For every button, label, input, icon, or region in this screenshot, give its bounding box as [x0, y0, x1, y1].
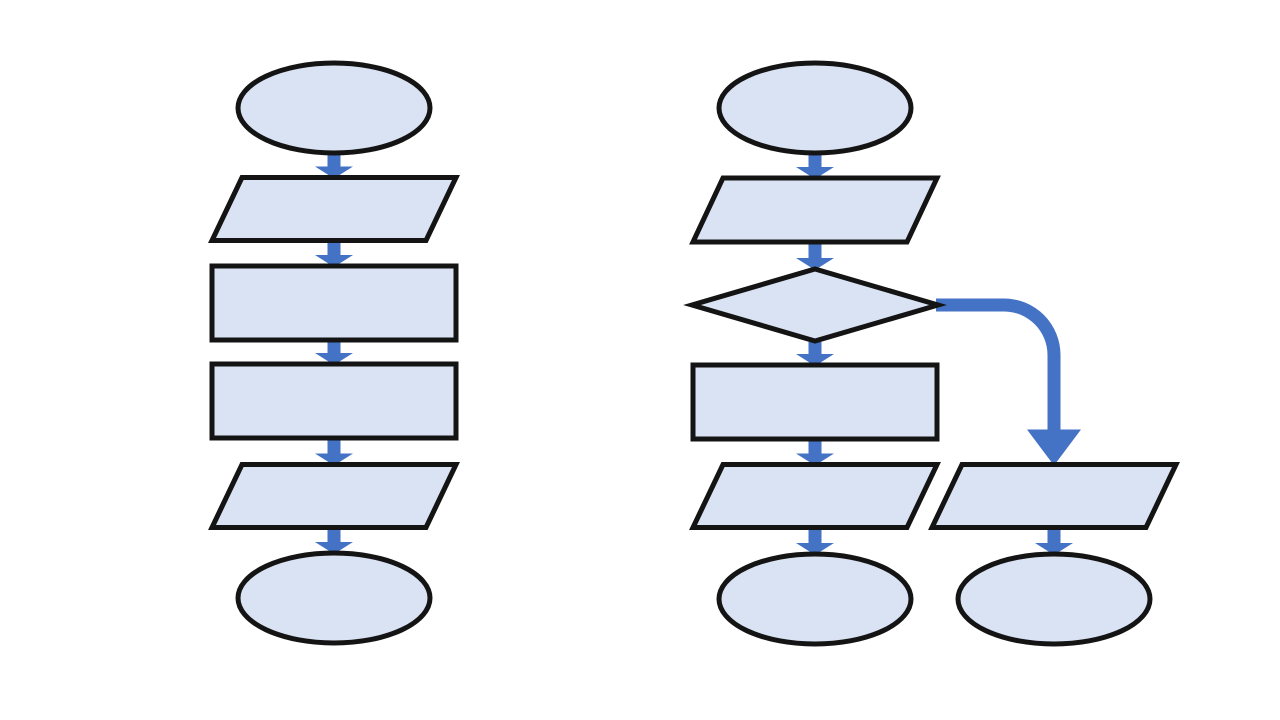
connector-arrow-r7-r8 [1035, 528, 1073, 555]
connector-arrow-l2-l3 [315, 241, 353, 267]
input-output-shape-r5 [689, 462, 941, 530]
process-shape-r4 [690, 362, 940, 442]
process-shape-l3 [209, 263, 459, 343]
terminator-shape-r6 [716, 551, 914, 647]
connector-arrow-l1-l2 [315, 154, 353, 179]
terminator-shape-l1 [235, 60, 433, 156]
connector-arrow-r4-r5 [796, 440, 834, 466]
terminator-shape-r1 [716, 60, 914, 156]
input-output-shape-l2 [208, 175, 460, 243]
connector-arrow-l5-l6 [315, 528, 353, 554]
connector-arrow-r5-r6 [796, 528, 834, 555]
connector-arrow-l4-l5 [315, 439, 353, 466]
connector-arrow-r2-r3 [796, 243, 834, 270]
shapes-layer [208, 60, 1180, 647]
connector-arrow-r3-r4 [796, 342, 834, 366]
connectors-layer [315, 154, 1081, 555]
input-output-shape-r7 [928, 462, 1180, 530]
terminator-shape-r8 [955, 551, 1153, 647]
connector-arrow-r1-r2 [796, 154, 834, 179]
input-output-shape-r2 [689, 175, 941, 245]
connector-arrow-l3-l4 [315, 341, 353, 365]
input-output-shape-l5 [208, 462, 460, 530]
terminator-shape-l6 [235, 550, 433, 646]
process-shape-l4 [209, 361, 459, 441]
decision-shape-r3 [683, 266, 947, 344]
connector-branch-arrow-r3-r7 [936, 298, 1081, 466]
